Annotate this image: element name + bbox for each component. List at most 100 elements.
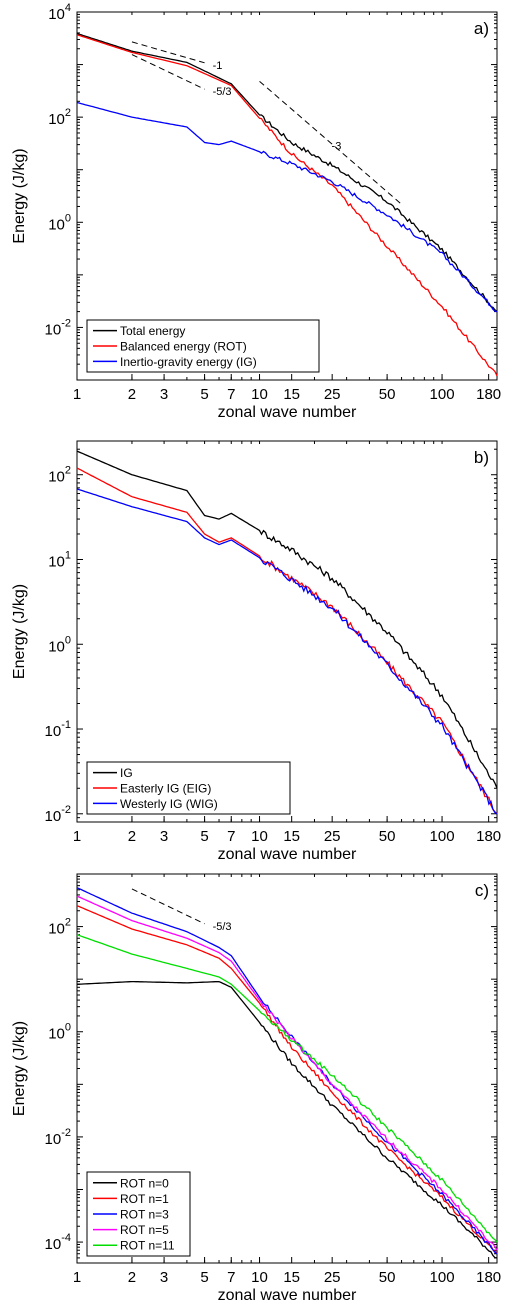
x-tick-label: 15	[283, 1269, 300, 1286]
y-tick-label-exponent: -2	[61, 804, 71, 816]
plot-frame	[76, 11, 498, 381]
y-tick-label-base: 10	[48, 111, 65, 128]
y-axis-label: Energy (J/kg)	[11, 148, 28, 243]
series-line	[76, 905, 498, 1255]
x-tick-label: 50	[379, 1269, 396, 1286]
x-tick-label: 180	[476, 1269, 501, 1286]
legend-label: ROT n=0	[120, 1176, 169, 1190]
x-axis-label: zonal wave number	[218, 1287, 357, 1304]
reference-slope-label: -5/3	[213, 921, 232, 933]
y-tick-label: 100	[48, 634, 71, 655]
x-tick-label: 50	[379, 386, 396, 403]
y-axis-label: Energy (J/kg)	[11, 584, 28, 679]
series-line	[76, 450, 498, 789]
y-tick-label: 10-2	[45, 317, 71, 338]
y-tick-label: 100	[48, 212, 71, 233]
panel-label: c)	[475, 881, 489, 900]
series-line	[76, 488, 498, 815]
series-line	[76, 467, 498, 815]
plot-frame	[76, 440, 498, 823]
legend-label: Westerly IG (WIG)	[120, 797, 218, 811]
y-tick-label: 102	[48, 465, 71, 486]
x-tick-label: 180	[476, 828, 501, 845]
legend-label: Balanced energy (ROT)	[120, 340, 247, 354]
x-tick-label: 1	[73, 828, 81, 845]
y-tick-label-base: 10	[45, 808, 62, 825]
y-tick-label: 10-1	[45, 719, 71, 740]
y-tick-label: 104	[48, 2, 71, 23]
y-tick-label: 100	[48, 1022, 71, 1043]
y-tick-label-base: 10	[48, 216, 65, 233]
y-tick-label: 10-2	[45, 804, 71, 825]
y-tick-label-base: 10	[48, 553, 65, 570]
y-tick-label-base: 10	[48, 638, 65, 655]
x-tick-label: 3	[160, 1269, 168, 1286]
y-tick-label-exponent: 4	[65, 2, 71, 14]
x-tick-label: 50	[379, 828, 396, 845]
y-tick-label: 102	[48, 917, 71, 938]
legend-label: Total energy	[120, 324, 185, 338]
x-tick-label: 10	[251, 828, 268, 845]
y-tick-label-exponent: 2	[65, 917, 71, 929]
reference-slope-label: -5/3	[213, 86, 232, 98]
y-tick-label-exponent: -4	[61, 1232, 71, 1244]
legend-label: ROT n=3	[120, 1208, 169, 1222]
y-tick-label-base: 10	[48, 469, 65, 486]
series-line	[76, 895, 498, 1251]
y-tick-label: 101	[48, 549, 71, 570]
x-tick-label: 10	[251, 1269, 268, 1286]
x-tick-label: 100	[430, 386, 455, 403]
y-tick-label-base: 10	[48, 1026, 65, 1043]
series-line	[76, 101, 498, 313]
x-tick-label: 7	[227, 1269, 235, 1286]
x-axis-label: zonal wave number	[218, 404, 357, 421]
y-tick-label-base: 10	[48, 6, 65, 23]
x-tick-label: 2	[128, 1269, 136, 1286]
y-tick-label-base: 10	[45, 1131, 62, 1148]
x-tick-label: 10	[251, 386, 268, 403]
y-tick-label-base: 10	[45, 321, 62, 338]
x-tick-label: 25	[324, 828, 341, 845]
series-line	[76, 34, 498, 377]
reference-slope-line	[131, 41, 205, 64]
y-tick-label-exponent: 2	[65, 465, 71, 477]
y-tick-label-exponent: 0	[65, 1022, 71, 1034]
x-tick-label: 15	[283, 828, 300, 845]
y-tick-label-exponent: -1	[61, 719, 71, 731]
legend-label: IG	[120, 766, 133, 780]
reference-slope-line	[131, 888, 205, 925]
x-tick-label: 3	[160, 386, 168, 403]
x-tick-label: 25	[324, 386, 341, 403]
y-tick-label-exponent: 2	[65, 107, 71, 119]
y-tick-label-exponent: 0	[65, 634, 71, 646]
legend-label: Easterly IG (EIG)	[120, 782, 211, 796]
x-tick-label: 2	[128, 386, 136, 403]
legend-label: Inertio-gravity energy (IG)	[120, 355, 257, 369]
legend-box	[86, 319, 320, 373]
x-axis-label: zonal wave number	[218, 846, 357, 863]
x-tick-label: 15	[283, 386, 300, 403]
legend-label: ROT n=11	[120, 1239, 175, 1253]
reference-slope-line	[131, 54, 205, 90]
y-tick-label-exponent: -2	[61, 317, 71, 329]
panel-label: b)	[474, 448, 489, 467]
x-tick-label: 3	[160, 828, 168, 845]
x-tick-label: 5	[200, 1269, 208, 1286]
x-tick-label: 1	[73, 386, 81, 403]
legend-label: ROT n=1	[120, 1192, 169, 1206]
y-tick-label: 102	[48, 107, 71, 128]
x-tick-label: 5	[200, 828, 208, 845]
x-tick-label: 1	[73, 1269, 81, 1286]
y-tick-label-base: 10	[45, 1236, 62, 1253]
series-line	[76, 32, 498, 313]
legend-box	[86, 761, 291, 815]
x-tick-label: 100	[430, 1269, 455, 1286]
y-tick-label: 10-2	[45, 1127, 71, 1148]
legend-label: ROT n=5	[120, 1223, 169, 1237]
y-tick-label-base: 10	[48, 921, 65, 938]
y-tick-label-base: 10	[45, 723, 62, 740]
y-axis-label: Energy (J/kg)	[11, 1021, 28, 1116]
y-tick-label: 10-4	[45, 1232, 71, 1253]
reference-slope-label: -1	[213, 60, 223, 72]
